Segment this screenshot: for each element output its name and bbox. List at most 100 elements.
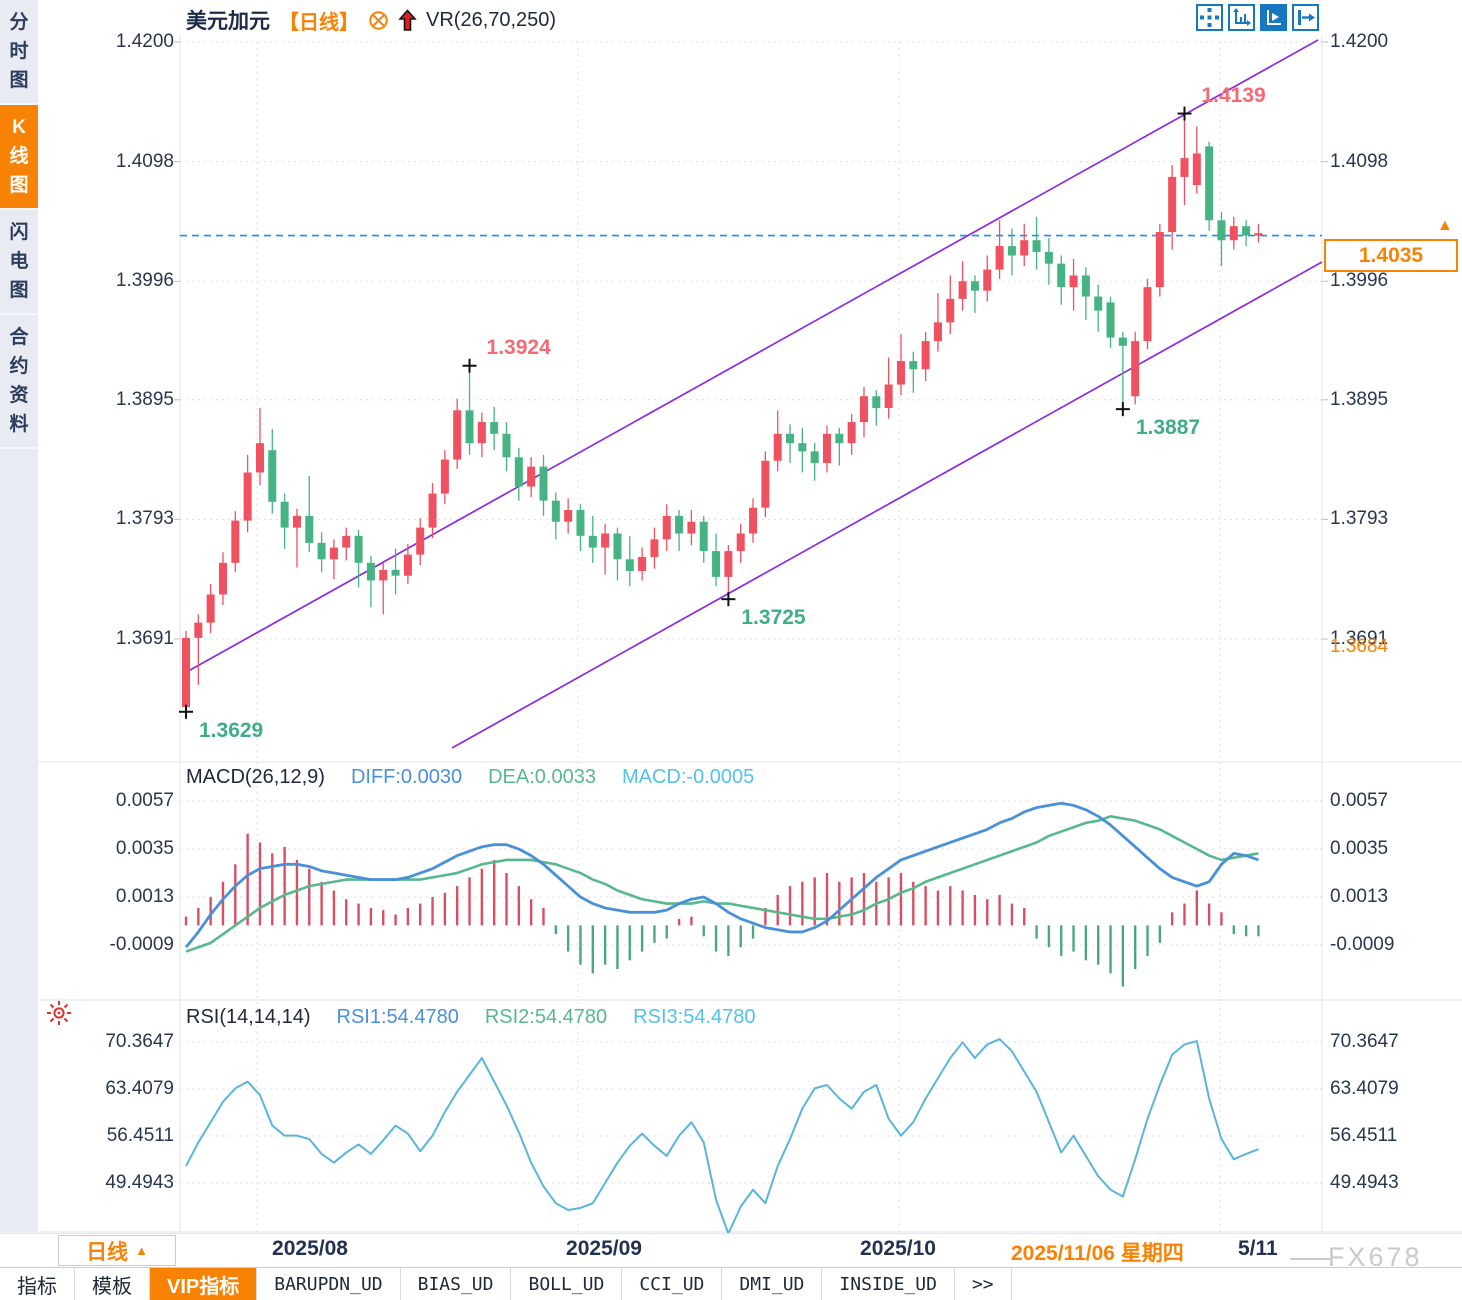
sidebar-tab-char: 合 — [9, 327, 29, 348]
price-tick-left: 1.3996 — [115, 270, 174, 292]
macd-macd-value: MACD:-0.0005 — [621, 766, 755, 788]
rsi-tick-right: 63.4079 — [1330, 1077, 1399, 1099]
macd-tick-right: 0.0013 — [1330, 886, 1389, 908]
sidebar-tab-分时图[interactable]: 分时图 — [0, 0, 38, 105]
sidebar-tab-char: 图 — [9, 175, 29, 196]
price-tick-left: 1.4200 — [115, 31, 174, 52]
rsi1-value: RSI1:54.4780 — [336, 1006, 459, 1028]
price-tick-right: 1.4200 — [1330, 31, 1389, 52]
macd-title: MACD(26,12,9) — [186, 766, 325, 788]
rsi-tick-right: 56.4511 — [1330, 1124, 1398, 1146]
chart-header: 美元加元 【日线】 VR(26,70,250) — [186, 6, 556, 34]
rsi-tick-left: 49.4943 — [105, 1171, 174, 1193]
extreme-price-label: 1.3629 — [199, 718, 264, 742]
period-selector[interactable]: 日线 ▲ — [58, 1235, 176, 1266]
sidebar-tab-char: 时 — [9, 41, 29, 62]
bottom-tab-CCI_UD[interactable]: CCI_UD — [622, 1268, 723, 1300]
current-price-box: 1.4035 — [1324, 239, 1458, 272]
rsi-tick-left: 63.4079 — [105, 1077, 174, 1099]
sidebar-tab-合约资料[interactable]: 合约资料 — [0, 315, 38, 449]
price-tick-right: 1.4098 — [1330, 150, 1389, 172]
price-tick-left: 1.4098 — [115, 150, 174, 172]
macd-tick-left: -0.0009 — [109, 934, 174, 956]
macd-dea-value: DEA:0.0033 — [488, 766, 596, 788]
rsi-header: RSI(14,14,14) RSI1:54.4780 RSI2:54.4780 … — [186, 1006, 756, 1029]
month-label: 2025/09 — [566, 1237, 642, 1260]
price-tick-right: 1.3996 — [1330, 270, 1389, 292]
axis-scale-icon[interactable] — [1228, 4, 1255, 31]
price-tick-left: 1.3793 — [115, 508, 174, 530]
pan-latest-icon[interactable] — [1292, 4, 1319, 31]
chevron-up-icon: ▲ — [135, 1243, 148, 1258]
price-tick-right: 1.3793 — [1330, 508, 1389, 530]
price-up-marker-icon: ▲ — [1437, 217, 1453, 234]
rsi-title: RSI(14,14,14) — [186, 1006, 311, 1028]
bottom-tab-指标[interactable]: 指标 — [0, 1268, 75, 1300]
highlighted-date-label: 2025/11/06 星期四 — [1008, 1237, 1187, 1267]
bottom-tab-BIAS_UD[interactable]: BIAS_UD — [401, 1268, 512, 1300]
period-tag: 【日线】 — [279, 11, 359, 34]
macd-tick-right: 0.0057 — [1330, 790, 1389, 812]
price-tick-left: 1.3895 — [115, 388, 174, 410]
macd-tick-left: 0.0057 — [115, 790, 174, 812]
sidebar-tab-char: 图 — [9, 280, 29, 301]
watermark-line — [1290, 1258, 1330, 1260]
rsi-tick-left: 56.4511 — [106, 1124, 174, 1146]
arrow-up-icon — [398, 8, 417, 32]
macd-tick-left: 0.0013 — [115, 886, 174, 908]
axis-play-icon[interactable] — [1260, 4, 1287, 31]
sidebar-tab-char: 料 — [9, 414, 29, 435]
add-indicator-icon[interactable] — [368, 10, 389, 31]
macd-tick-left: 0.0035 — [115, 838, 174, 860]
macd-diff-value: DIFF:0.0030 — [350, 766, 463, 788]
extreme-price-label: 1.4139 — [1201, 83, 1266, 107]
bottom-tab-DMI_UD[interactable]: DMI_UD — [722, 1268, 823, 1300]
price-tick-left: 1.3691 — [115, 628, 174, 650]
bottom-tab-INSIDE_UD[interactable]: INSIDE_UD — [822, 1268, 955, 1300]
bottom-tab-VIP指标[interactable]: VIP指标 — [150, 1268, 258, 1300]
vr-indicator-label: VR(26,70,250) — [426, 8, 557, 31]
symbol-title: 美元加元 — [186, 10, 270, 33]
sidebar-tab-char: 线 — [9, 146, 29, 167]
bottom-tab-BARUPDN_UD[interactable]: BARUPDN_UD — [257, 1268, 401, 1300]
bottom-tab-模板[interactable]: 模板 — [75, 1268, 150, 1300]
month-label: 2025/10 — [860, 1237, 936, 1260]
period-selector-label: 日线 — [86, 1240, 129, 1264]
sidebar-tab-char: 资 — [9, 385, 29, 406]
current-price-value: 1.4035 — [1358, 243, 1424, 267]
time-axis-row: 日线 ▲ 2025/08 2025/09 2025/10 2025/11/06 星期… — [0, 1233, 1462, 1272]
rsi2-value: RSI2:54.4780 — [484, 1006, 608, 1028]
macd-tick-right: 0.0035 — [1330, 838, 1389, 860]
indicator-tab-bar: 指标 模板 VIP指标 BARUPDN_UD BIAS_UD BOLL_UD CCI_UD D… — [0, 1267, 1462, 1300]
extreme-price-label: 1.3725 — [741, 606, 806, 630]
sidebar-tab-char: K — [12, 117, 26, 138]
price-tick-right: 1.3895 — [1330, 388, 1389, 410]
rsi3-value: RSI3:54.4780 — [633, 1006, 756, 1028]
extreme-price-label: 1.3924 — [486, 335, 551, 359]
sidebar-tab-char: 分 — [9, 12, 29, 33]
rsi-tick-left: 70.3647 — [105, 1031, 174, 1052]
partial-date-label: 5/11 — [1238, 1237, 1278, 1260]
crosshair-move-icon[interactable] — [1196, 4, 1223, 31]
bottom-tab-BOLL_UD[interactable]: BOLL_UD — [511, 1268, 623, 1300]
bottom-tab->>[interactable]: >> — [955, 1268, 1012, 1300]
sidebar-tab-char: 约 — [9, 356, 29, 377]
chart-toolbar — [1196, 4, 1319, 31]
sidebar-tab-char: 闪 — [9, 222, 29, 243]
rsi-tick-right: 70.3647 — [1330, 1031, 1399, 1052]
price-tick-extra: 1.3684 — [1330, 636, 1389, 658]
macd-header: MACD(26,12,9) DIFF:0.0030 DEA:0.0033 MAC… — [186, 766, 754, 789]
macd-tick-right: -0.0009 — [1330, 934, 1395, 956]
rsi-tick-right: 49.4943 — [1330, 1171, 1399, 1193]
sidebar-tab-char: 电 — [9, 251, 29, 272]
extreme-price-label: 1.3887 — [1135, 416, 1201, 440]
sidebar-tab-闪电图[interactable]: 闪电图 — [0, 210, 38, 315]
sidebar-tab-char: 图 — [9, 70, 29, 91]
price-tick-right: 1.3691 — [1330, 628, 1389, 650]
indicator-settings-icon[interactable] — [46, 1000, 72, 1031]
month-label: 2025/08 — [272, 1237, 348, 1260]
